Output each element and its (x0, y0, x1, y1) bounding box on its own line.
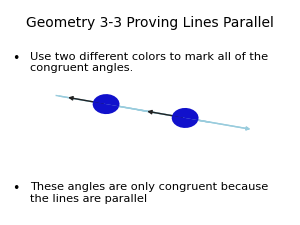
Polygon shape (185, 118, 198, 120)
Polygon shape (93, 102, 106, 104)
Polygon shape (172, 116, 185, 118)
Polygon shape (106, 104, 119, 106)
Polygon shape (172, 116, 198, 128)
Text: Use two different colors to mark all of the
congruent angles.: Use two different colors to mark all of … (30, 52, 268, 73)
Polygon shape (93, 94, 119, 106)
Text: Geometry 3-3 Proving Lines Parallel: Geometry 3-3 Proving Lines Parallel (26, 16, 274, 30)
Polygon shape (172, 108, 199, 120)
Text: •: • (12, 52, 20, 65)
Text: These angles are only congruent because
the lines are parallel: These angles are only congruent because … (30, 182, 268, 204)
Text: •: • (12, 182, 20, 195)
Polygon shape (93, 102, 119, 114)
